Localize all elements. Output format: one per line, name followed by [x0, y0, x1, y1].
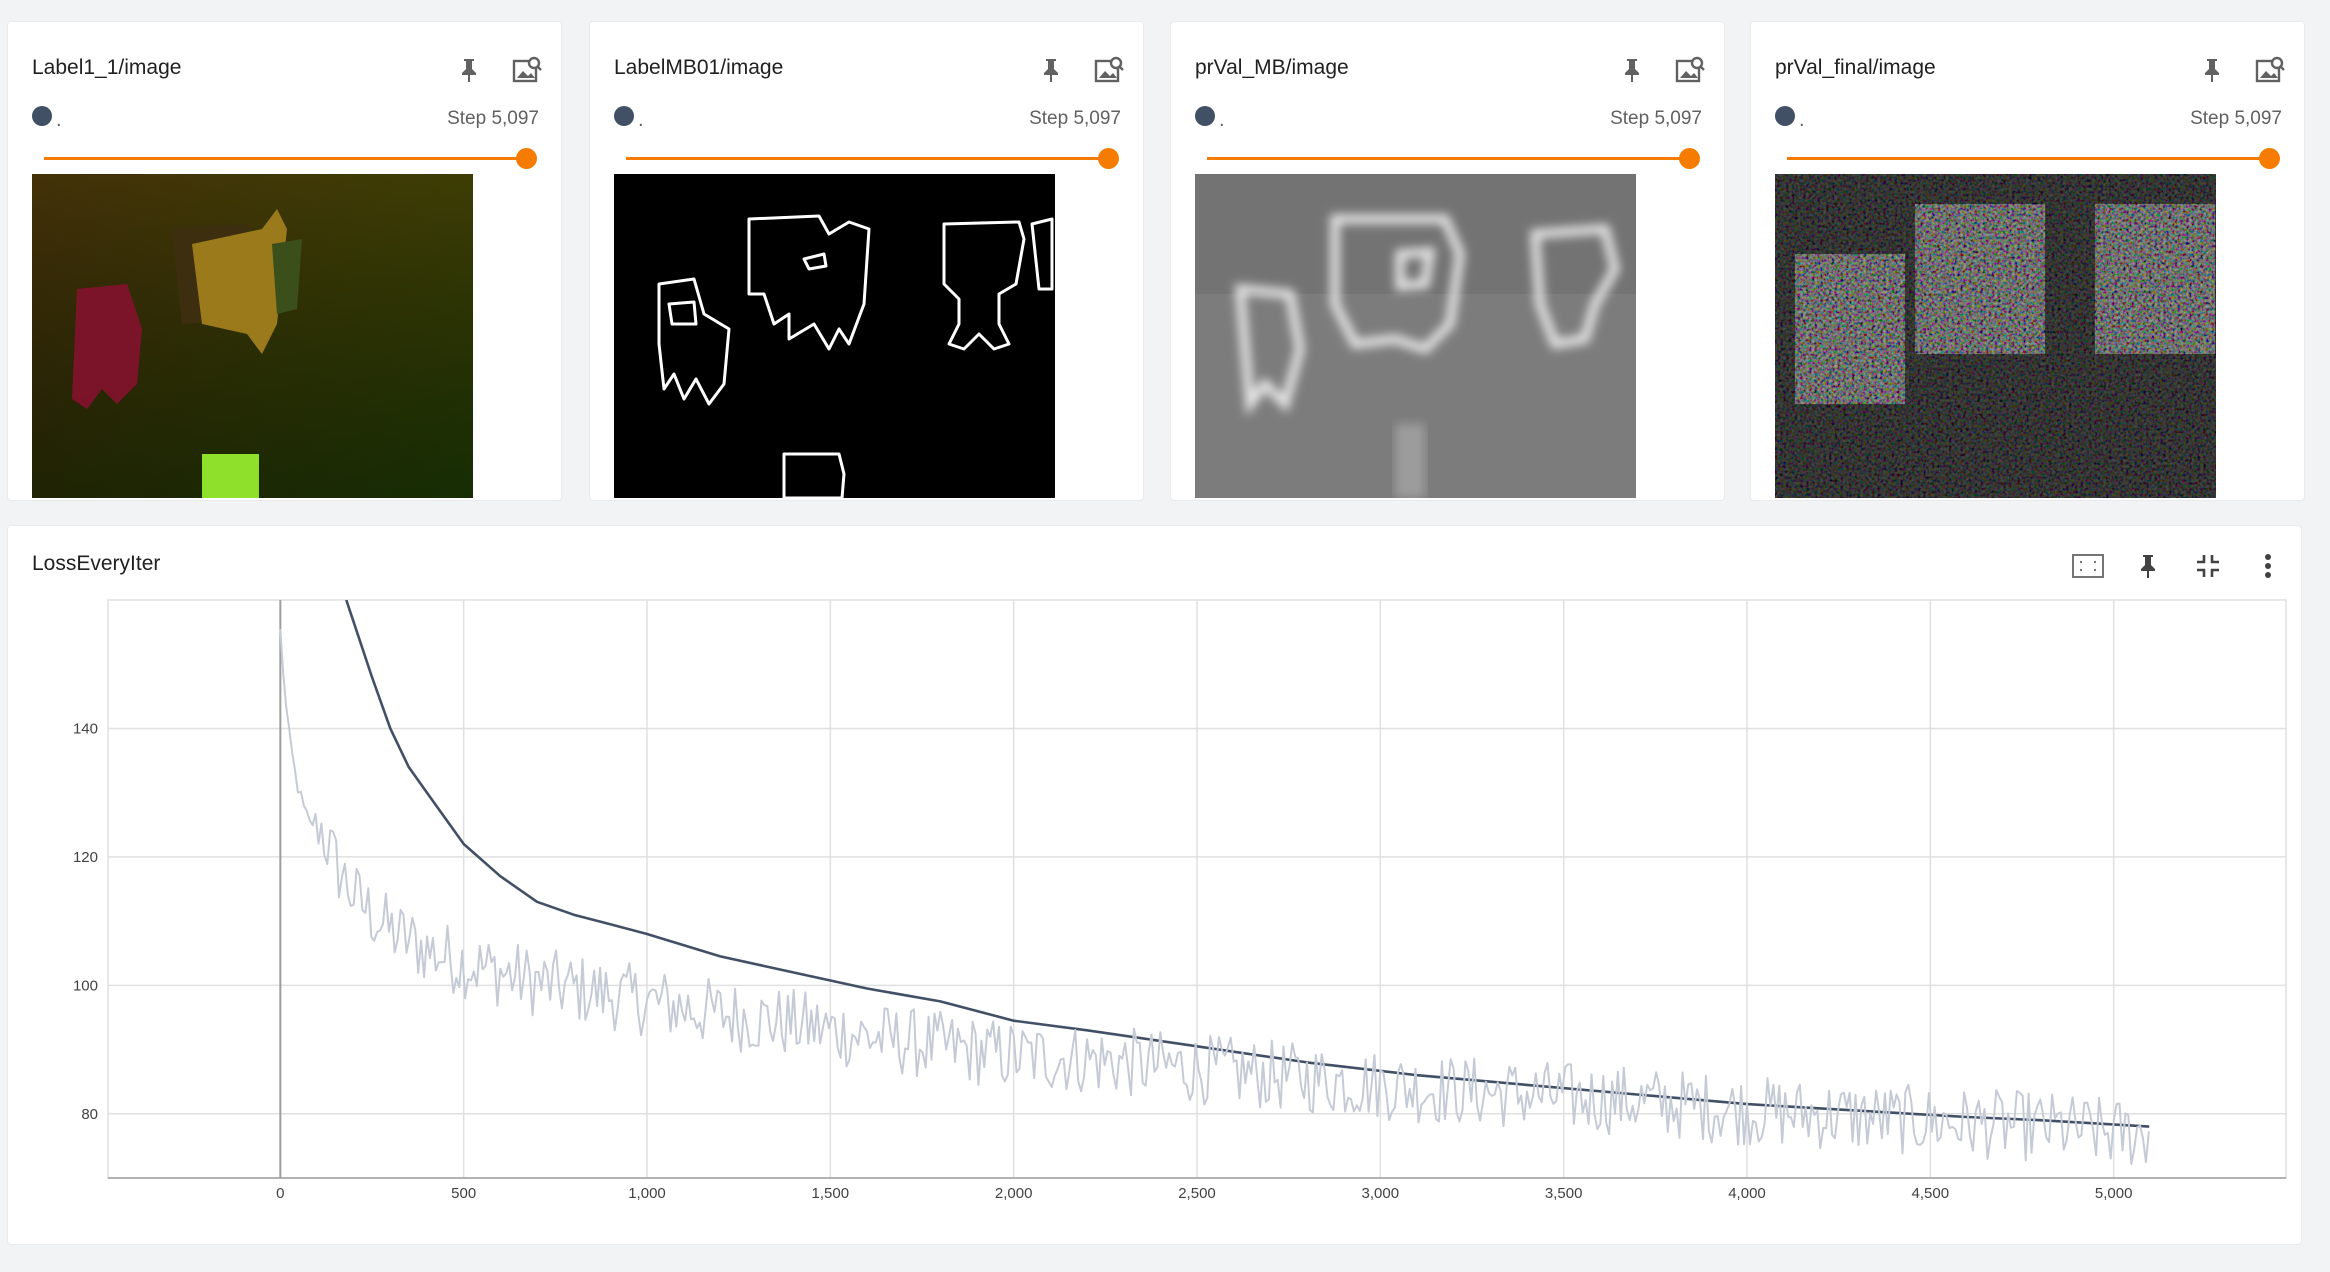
run-name: .: [1799, 109, 1805, 131]
step-slider[interactable]: [1207, 144, 1700, 174]
run-name: .: [56, 109, 62, 131]
x-tick-label: 3,000: [1362, 1185, 1400, 1202]
x-tick-label: 2,000: [995, 1185, 1033, 1202]
pin-icon[interactable]: [1031, 50, 1071, 90]
x-tick-label: 4,500: [1912, 1185, 1950, 1202]
x-tick-label: 4,000: [1728, 1185, 1766, 1202]
step-slider[interactable]: [1787, 144, 2280, 174]
depth-label-image[interactable]: [32, 174, 473, 498]
view-image-icon[interactable]: [1670, 50, 1710, 90]
slider-track: [626, 157, 1109, 160]
loss-chart-card: LossEveryIter 0 500 1,000 1,500 2,000 2,500 3,…: [7, 525, 2302, 1245]
step-slider[interactable]: [44, 144, 537, 174]
prediction-mb-image[interactable]: [1195, 174, 1636, 498]
x-tick-label: 1,000: [628, 1185, 666, 1202]
slider-track: [1787, 157, 2270, 160]
fit-domain-icon[interactable]: [2066, 544, 2110, 588]
step-label: Step 5,097: [1610, 108, 1702, 129]
y-tick-label: 80: [81, 1106, 98, 1123]
run-color-dot: [32, 106, 52, 126]
x-tick-label: 5,000: [2095, 1185, 2133, 1202]
step-slider[interactable]: [626, 144, 1119, 174]
image-card-labelmb01: LabelMB01/image . Step 5,097: [589, 21, 1144, 501]
step-label: Step 5,097: [2190, 108, 2282, 129]
pin-icon[interactable]: [449, 50, 489, 90]
y-tick-label: 120: [73, 849, 98, 866]
slider-thumb[interactable]: [516, 148, 537, 169]
x-tick-label: 3,500: [1545, 1185, 1583, 1202]
pin-icon[interactable]: [2126, 544, 2170, 588]
view-image-icon[interactable]: [2250, 50, 2290, 90]
raw-loss-line: [279, 629, 2150, 1165]
y-tick-label: 100: [73, 977, 98, 994]
pin-icon[interactable]: [1612, 50, 1652, 90]
x-tick-label: 1,500: [812, 1185, 850, 1202]
card-title: prVal_final/image: [1775, 56, 1936, 79]
run-color-dot: [1195, 106, 1215, 126]
more-options-icon[interactable]: [2246, 544, 2290, 588]
image-card-prval-mb: prVal_MB/image . Step 5,097: [1170, 21, 1725, 501]
smoothed-loss-line: [345, 600, 2150, 1128]
image-card-label1: Label1_1/image . Step 5,097: [7, 21, 562, 501]
step-label: Step 5,097: [447, 108, 539, 129]
loss-line-chart[interactable]: 0 500 1,000 1,500 2,000 2,500 3,000 3,500 4,000 4…: [8, 526, 2303, 1246]
x-tick-label: 2,500: [1178, 1185, 1216, 1202]
card-title: prVal_MB/image: [1195, 56, 1349, 79]
collapse-icon[interactable]: [2186, 544, 2230, 588]
image-card-prval-final: prVal_final/image . Step 5,097: [1750, 21, 2305, 501]
run-color-dot: [614, 106, 634, 126]
edge-label-image[interactable]: [614, 174, 1055, 498]
card-title: Label1_1/image: [32, 56, 182, 79]
y-tick-label: 140: [73, 720, 98, 737]
slider-thumb[interactable]: [1679, 148, 1700, 169]
view-image-icon[interactable]: [1089, 50, 1129, 90]
x-tick-label: 0: [276, 1185, 284, 1202]
slider-track: [44, 157, 527, 160]
chart-title: LossEveryIter: [32, 552, 161, 575]
slider-track: [1207, 157, 1690, 160]
x-tick-label: 500: [451, 1185, 476, 1202]
run-name: .: [1219, 109, 1225, 131]
card-title: LabelMB01/image: [614, 56, 784, 79]
slider-thumb[interactable]: [2259, 148, 2280, 169]
step-label: Step 5,097: [1029, 108, 1121, 129]
run-color-dot: [1775, 106, 1795, 126]
run-name: .: [638, 109, 644, 131]
view-image-icon[interactable]: [507, 50, 547, 90]
slider-thumb[interactable]: [1098, 148, 1119, 169]
pin-icon[interactable]: [2192, 50, 2232, 90]
prediction-final-image[interactable]: [1775, 174, 2216, 498]
